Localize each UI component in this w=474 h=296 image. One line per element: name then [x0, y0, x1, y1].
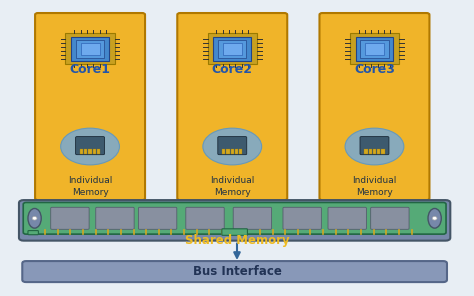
- FancyBboxPatch shape: [23, 202, 446, 234]
- Bar: [377, 149, 380, 154]
- Text: Core3: Core3: [354, 63, 395, 76]
- Bar: [97, 149, 100, 154]
- Text: Individual
Memory: Individual Memory: [352, 176, 397, 197]
- Bar: [239, 149, 242, 154]
- Bar: [218, 40, 246, 58]
- FancyBboxPatch shape: [22, 261, 447, 282]
- Text: Core2: Core2: [212, 63, 253, 76]
- Bar: [365, 149, 368, 154]
- FancyBboxPatch shape: [233, 207, 272, 229]
- FancyBboxPatch shape: [218, 137, 246, 155]
- Bar: [360, 40, 389, 58]
- Bar: [350, 33, 399, 64]
- Text: Core1: Core1: [70, 63, 110, 76]
- Bar: [381, 149, 385, 154]
- Text: Shared Memory: Shared Memory: [185, 234, 289, 247]
- FancyBboxPatch shape: [328, 207, 366, 229]
- FancyBboxPatch shape: [177, 13, 287, 200]
- Bar: [84, 149, 87, 154]
- Text: Bus Interface: Bus Interface: [192, 265, 282, 278]
- FancyBboxPatch shape: [96, 207, 134, 229]
- Circle shape: [203, 128, 262, 165]
- FancyBboxPatch shape: [35, 13, 145, 200]
- Bar: [226, 149, 229, 154]
- FancyBboxPatch shape: [319, 13, 429, 200]
- Bar: [230, 149, 234, 154]
- FancyBboxPatch shape: [222, 229, 247, 235]
- Bar: [222, 149, 226, 154]
- Circle shape: [61, 128, 119, 165]
- FancyBboxPatch shape: [283, 207, 321, 229]
- Bar: [88, 149, 91, 154]
- Bar: [71, 37, 109, 61]
- Ellipse shape: [32, 217, 37, 220]
- FancyBboxPatch shape: [51, 207, 89, 229]
- FancyBboxPatch shape: [138, 207, 177, 229]
- Bar: [356, 37, 393, 61]
- FancyBboxPatch shape: [360, 137, 389, 155]
- Circle shape: [345, 128, 404, 165]
- FancyBboxPatch shape: [28, 231, 38, 235]
- Bar: [65, 33, 115, 64]
- FancyBboxPatch shape: [19, 200, 450, 241]
- Bar: [365, 43, 384, 55]
- Text: Individual
Memory: Individual Memory: [68, 176, 112, 197]
- Ellipse shape: [428, 208, 441, 228]
- Bar: [208, 33, 257, 64]
- Bar: [369, 149, 372, 154]
- Ellipse shape: [432, 217, 437, 220]
- Text: Individual
Memory: Individual Memory: [210, 176, 255, 197]
- FancyBboxPatch shape: [75, 137, 104, 155]
- Bar: [235, 149, 238, 154]
- FancyBboxPatch shape: [186, 207, 224, 229]
- Bar: [81, 43, 100, 55]
- Bar: [223, 43, 242, 55]
- Ellipse shape: [28, 208, 41, 228]
- Bar: [80, 149, 83, 154]
- Bar: [373, 149, 376, 154]
- Bar: [76, 40, 104, 58]
- Bar: [213, 37, 251, 61]
- Bar: [92, 149, 96, 154]
- FancyBboxPatch shape: [371, 207, 409, 229]
